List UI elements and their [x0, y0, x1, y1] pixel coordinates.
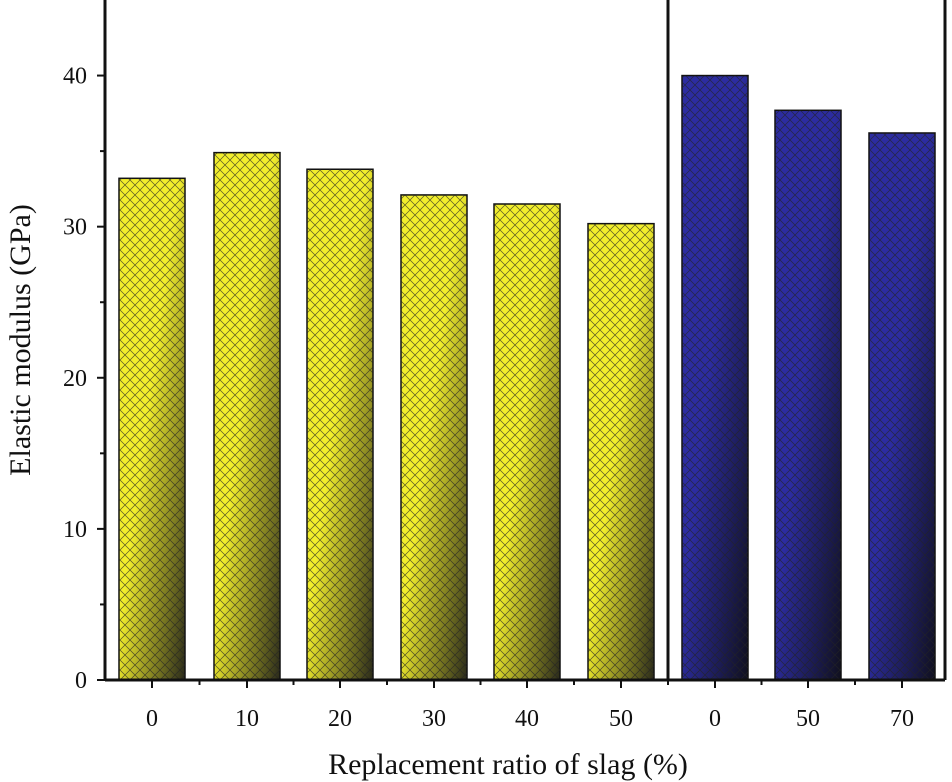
x-tick-label-3: 20 [328, 706, 352, 732]
bar-hatch-8 [775, 110, 841, 681]
y-tick-label-40: 40 [63, 64, 87, 90]
bar-hatch-9 [869, 132, 935, 680]
y-tick-label-10: 10 [63, 517, 87, 543]
bar-hatch-5 [494, 204, 560, 680]
axes-group [103, 0, 947, 682]
x-axis-title: Replacement ratio of slag (%) [328, 748, 688, 781]
bar-hatch-6 [588, 223, 654, 680]
bars-group [118, 74, 936, 681]
x-tick-label-6: 50 [609, 706, 633, 732]
bar-hatch-4 [401, 194, 467, 680]
x-tick-label-4: 30 [422, 706, 446, 732]
y-tick-label-30: 30 [63, 215, 87, 241]
bar-hatch-7 [682, 75, 748, 681]
x-tick-label-2: 10 [235, 706, 259, 732]
x-tick-label-1: 0 [146, 706, 158, 732]
y-tick-label-0: 0 [75, 668, 87, 694]
y-tick-label-20: 20 [63, 366, 87, 392]
y-axis-title: Elastic modulus (GPa) [4, 204, 37, 476]
bar-hatch-3 [307, 169, 373, 680]
bar-hatch-1 [119, 178, 185, 681]
ticks-group: 0 10 20 30 40 0 10 20 30 40 50 0 50 70 [63, 64, 914, 732]
x-tick-label-9: 70 [890, 706, 914, 732]
x-tick-label-8: 50 [796, 706, 820, 732]
bar-hatch-2 [214, 152, 280, 681]
x-tick-label-5: 40 [515, 706, 539, 732]
x-tick-label-7: 0 [709, 706, 721, 732]
